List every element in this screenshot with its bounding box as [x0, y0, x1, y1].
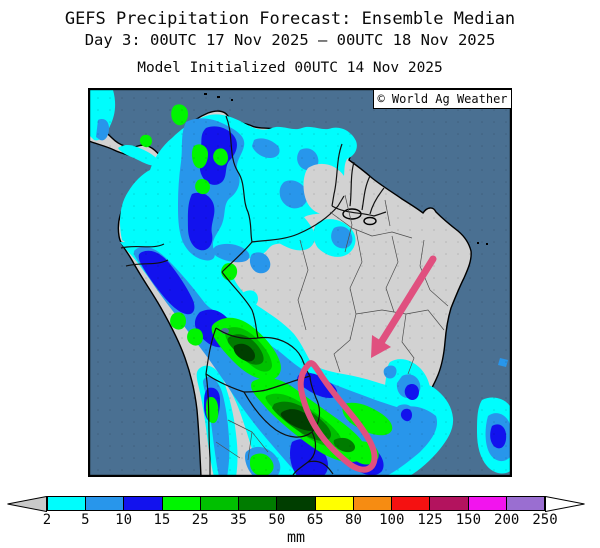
colorbar-tick-label: 50	[268, 512, 286, 528]
colorbar-segment	[429, 496, 469, 511]
colorbar-segment	[123, 496, 163, 511]
model-init-line: Model Initialized 00UTC 14 Nov 2025	[137, 60, 443, 76]
colorbar-tick-label: 200	[494, 512, 520, 528]
colorbar-segment	[505, 496, 546, 511]
colorbar-segment	[85, 496, 125, 511]
page-title: GEFS Precipitation Forecast: Ensemble Me…	[64, 9, 516, 29]
outline-annotation	[297, 360, 378, 473]
colorbar-tick-label: 5	[81, 512, 90, 528]
colorbar-tick-label: 10	[115, 512, 133, 528]
colorbar-underflow-arrow	[7, 496, 47, 512]
forecast-period-subtitle: Day 3: 00UTC 17 Nov 2025 — 00UTC 18 Nov …	[84, 31, 496, 49]
colorbar-tick-label: 100	[379, 512, 405, 528]
colorbar-tick-label: 125	[417, 512, 443, 528]
colorbar-segment	[161, 496, 201, 511]
map-svg	[88, 88, 512, 477]
watermark-badge: © World Ag Weather	[373, 89, 512, 109]
colorbar-tick-label: 25	[191, 512, 209, 528]
colorbar-segment	[47, 496, 87, 511]
colorbar-tick-label: 2	[42, 512, 52, 528]
colorbar-segment	[238, 496, 278, 511]
arrow-annotation-head	[371, 335, 391, 358]
colorbar-tick-label: 150	[455, 512, 482, 528]
colorbar-tick-label: 65	[306, 512, 324, 528]
colorbar-tick-label: 35	[230, 512, 247, 528]
colorbar-segment	[199, 496, 240, 511]
colorbar-ticks: 2 5 10 15 25 35 50 65 80 100 125 150 200 250	[43, 512, 558, 528]
annotation-group	[297, 255, 437, 473]
colorbar-segment	[276, 496, 316, 511]
colorbar-tick-label: 15	[153, 512, 171, 528]
colorbar-tick-label: 80	[345, 512, 362, 528]
map-frame	[88, 88, 512, 477]
colorbar-segment	[352, 496, 393, 511]
precipitation-map	[88, 88, 512, 477]
graticule-dots	[88, 88, 512, 477]
colorbar-overflow-arrow	[545, 496, 585, 512]
arrow-annotation-shaft	[378, 255, 437, 345]
colorbar-tick-label: 250	[532, 512, 558, 528]
colorbar-segment	[314, 496, 354, 511]
colorbar-segment	[391, 496, 431, 511]
colorbar	[47, 496, 546, 511]
colorbar-unit-label: mm	[286, 528, 306, 546]
colorbar-segment	[467, 496, 507, 511]
